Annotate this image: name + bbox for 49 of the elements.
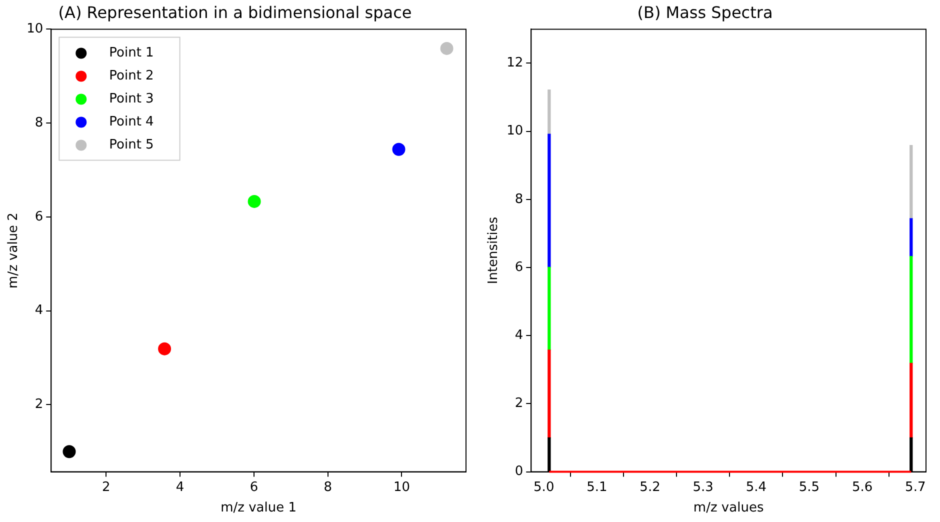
legend-label: Point 1 bbox=[109, 46, 154, 61]
legend-label: Point 2 bbox=[109, 68, 154, 84]
legend-label: Point 4 bbox=[109, 114, 154, 130]
legend-label: Point 3 bbox=[109, 92, 154, 107]
legend-label: Point 5 bbox=[109, 138, 154, 153]
y-tick-label: 12 bbox=[506, 56, 524, 71]
chart-title: (A) Representation in a bidimensional space bbox=[58, 2, 412, 22]
x-axis-title: m/z value 1 bbox=[220, 500, 297, 516]
x-axis-title: m/z values bbox=[693, 500, 764, 516]
y-tick-label: 2 bbox=[514, 396, 524, 412]
x-tick-label: 5.4 bbox=[746, 480, 767, 495]
bar bbox=[548, 134, 551, 268]
bar bbox=[910, 144, 913, 219]
bar bbox=[910, 218, 913, 257]
x-tick-label: 5.7 bbox=[905, 480, 926, 495]
point bbox=[440, 42, 454, 55]
bar bbox=[910, 362, 913, 438]
y-axis-title: Intensities bbox=[486, 216, 502, 284]
bar bbox=[548, 89, 551, 134]
y-tick-label: 6 bbox=[514, 260, 524, 275]
x-tick-label: 5.0 bbox=[534, 480, 554, 495]
x-tick-label: 5.1 bbox=[586, 480, 608, 495]
point bbox=[392, 142, 406, 156]
y-tick-label: 8 bbox=[514, 192, 524, 207]
x-tick-label: 5.2 bbox=[640, 480, 660, 495]
bar bbox=[910, 256, 913, 364]
y-tick-label: 8 bbox=[34, 115, 44, 130]
x-tick-label: 2 bbox=[102, 480, 110, 495]
y-tick-label: 10 bbox=[26, 22, 44, 37]
point bbox=[158, 342, 172, 356]
x-tick-label: 8 bbox=[324, 480, 332, 495]
y-tick-label: 4 bbox=[34, 303, 44, 318]
y-tick-label: 6 bbox=[34, 209, 44, 224]
y-tick-label: 0 bbox=[514, 464, 524, 480]
y-tick-label: 2 bbox=[34, 397, 44, 412]
chart-title: (B) Mass Spectra bbox=[637, 2, 773, 22]
x-tick-label: 4 bbox=[176, 480, 184, 495]
x-tick-label: 5.5 bbox=[798, 480, 820, 495]
point bbox=[62, 445, 76, 458]
x-tick-label: 10 bbox=[393, 480, 410, 495]
bar bbox=[548, 266, 551, 350]
x-tick-label: 5.3 bbox=[692, 480, 714, 495]
x-tick-label: 5.6 bbox=[852, 480, 873, 495]
y-tick-label: 10 bbox=[506, 124, 524, 139]
x-tick-label: 6 bbox=[250, 480, 258, 495]
point bbox=[248, 194, 261, 208]
bar bbox=[548, 350, 551, 438]
y-tick-label: 4 bbox=[514, 328, 524, 343]
y-axis-title: m/z value 2 bbox=[6, 212, 22, 288]
